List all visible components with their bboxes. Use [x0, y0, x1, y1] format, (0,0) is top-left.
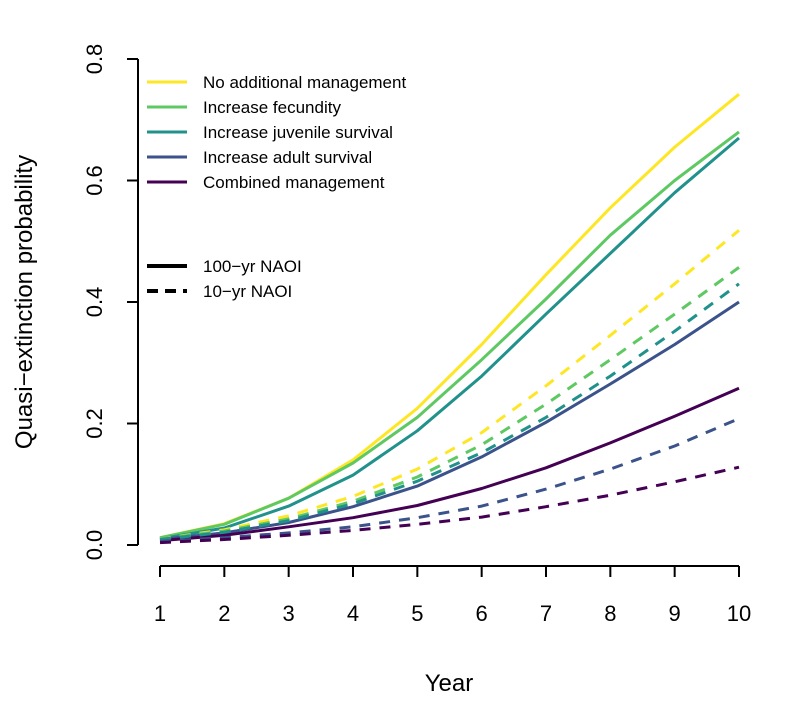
series-line-10yr-5: [159, 229, 740, 541]
legend-label: Increase adult survival: [203, 148, 372, 167]
x-tick-label: 7: [540, 601, 552, 626]
legend-label: 10−yr NAOI: [203, 282, 292, 301]
legend: No additional management Increase fecundi…: [147, 73, 406, 301]
x-tick-label: 6: [476, 601, 488, 626]
legend-label: Increase fecundity: [203, 98, 341, 117]
series-line-10yr-6: [159, 266, 740, 541]
series-line-100yr-4: [159, 386, 740, 543]
x-tick-label: 2: [218, 601, 230, 626]
x-tick-label: 3: [283, 601, 295, 626]
x-tick-label: 8: [604, 601, 616, 626]
y-tick-label: 0.4: [82, 287, 107, 318]
series-lines: [159, 93, 740, 545]
series-line-10yr-8: [159, 417, 740, 543]
legend-label: 100−yr NAOI: [203, 257, 302, 276]
series-line-100yr-3: [159, 300, 740, 541]
y-tick-label: 0.6: [82, 165, 107, 196]
legend-label: Increase juvenile survival: [203, 123, 393, 142]
axes: 1 2 3 4 5 6 7 8 9 10 0.0 0.2 0.4 0.6 0.8: [82, 44, 751, 626]
x-tick-label: 9: [669, 601, 681, 626]
series-line-100yr-1: [159, 130, 740, 540]
y-tick-label: 0.8: [82, 44, 107, 75]
series-line-100yr-2: [159, 136, 740, 541]
y-tick-label: 0.2: [82, 408, 107, 439]
x-axis-title: Year: [425, 670, 474, 697]
x-tick-label: 10: [727, 601, 751, 626]
legend-label: No additional management: [203, 73, 406, 92]
y-tick-label: 0.0: [82, 530, 107, 561]
x-tick-label: 4: [347, 601, 359, 626]
y-axis-title: Quasi−extinction probability: [11, 155, 38, 449]
x-tick-label: 1: [154, 601, 166, 626]
series-line-10yr-9: [159, 465, 740, 545]
x-tick-label: 5: [411, 601, 423, 626]
legend-label: Combined management: [203, 173, 385, 192]
series-line-10yr-7: [159, 282, 740, 541]
